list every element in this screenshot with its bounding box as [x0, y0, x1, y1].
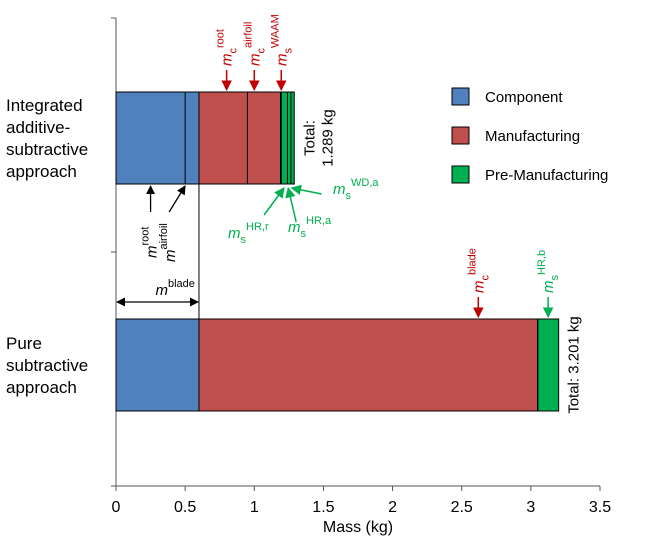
legend-label-premanufacturing: Pre-Manufacturing [485, 167, 608, 184]
x-tick-label: 3 [526, 499, 535, 516]
annotation-sub: c [228, 48, 240, 54]
annotation-top-2: msWAAM [269, 14, 294, 66]
annotation-sup: HR,r [246, 221, 269, 233]
annotation-sup: airfoil [158, 223, 170, 249]
total-label: 1.289 kg [319, 109, 336, 167]
annotation-base: m [470, 281, 487, 294]
category-label-line: Pure [6, 334, 42, 353]
category-label-line: approach [6, 162, 77, 181]
annotation-sup: blade [168, 278, 195, 290]
annotation-base: m [288, 219, 301, 236]
bar-premanufacturing-1 [537, 318, 560, 412]
annotation-sup: HR,a [306, 215, 332, 227]
annotation-sup: root [140, 227, 152, 246]
legend-label-manufacturing: Manufacturing [485, 128, 580, 145]
legend-swatch-manufacturing [451, 126, 470, 145]
annotation-top-4: msHR,b [536, 250, 561, 293]
annotation-base: m [246, 54, 263, 67]
annotation-sub: s [241, 234, 247, 246]
annotation-top-1: mcairfoil [242, 22, 267, 66]
annotation-sup: WD,a [351, 177, 379, 189]
annotation-base: m [162, 250, 179, 263]
annotation-sup: blade [466, 248, 478, 275]
bar-manufacturing-0 [198, 91, 282, 185]
x-axis-title: Mass (kg) [323, 519, 393, 536]
x-tick-label: 3.5 [589, 499, 611, 516]
annotation-base: m [273, 54, 290, 67]
annotation-base: m [228, 225, 241, 242]
annotation-sub: s [346, 190, 352, 202]
annotation-base: m [155, 282, 168, 299]
x-tick-label: 0 [112, 499, 121, 516]
annotation-sub: c [479, 275, 491, 281]
legend-swatch-component [451, 87, 470, 106]
annotation-black-0: mroot [140, 227, 161, 258]
annotation-bottom-0: msHR,r [228, 221, 269, 246]
x-tick-label: 0.5 [174, 499, 196, 516]
category-label-line: Integrated [6, 96, 83, 115]
x-tick-label: 1.5 [312, 499, 334, 516]
x-tick-label: 2.5 [451, 499, 473, 516]
annotation-top-0: mcroot [215, 29, 240, 66]
annotation-sub: s [549, 275, 561, 281]
annotation-sup: airfoil [242, 22, 254, 48]
bar-component-1 [115, 318, 200, 412]
annotation-black-1: mairfoil [158, 223, 179, 262]
category-label-line: subtractive [6, 356, 88, 375]
annotation-arrow-bottom-1 [285, 186, 297, 223]
annotation-sub: c [255, 48, 267, 54]
x-tick-label: 2 [388, 499, 397, 516]
annotation-black-2: mblade [155, 278, 194, 299]
annotation-arrow-bottom-0 [263, 187, 285, 216]
annotation-base: m [219, 54, 236, 67]
bar-manufacturing-1 [198, 318, 539, 412]
annotation-arrow-bottom-2 [290, 184, 322, 196]
annotation-sub: s [282, 48, 294, 54]
annotation-sup: WAAM [269, 14, 281, 48]
annotation-bottom-1: msHR,a [288, 215, 332, 240]
annotation-sub: s [301, 228, 307, 240]
legend-swatch-premanufacturing [451, 165, 470, 184]
category-label-line: approach [6, 378, 77, 397]
annotation-base: m [144, 246, 161, 259]
legend-label-component: Component [485, 89, 563, 106]
annotation-sup: root [215, 29, 227, 48]
annotation-base: m [540, 281, 557, 294]
annotation-arrow-black-1 [168, 185, 186, 213]
annotation-base: m [333, 181, 346, 198]
annotation-top-3: mcblade [466, 248, 491, 293]
x-tick-label: 1 [250, 499, 259, 516]
bar-component-0 [115, 91, 200, 185]
annotation-bottom-2: msWD,a [333, 177, 379, 202]
category-label-line: subtractive [6, 140, 88, 159]
total-label: Total: 3.201 kg [566, 316, 583, 414]
category-label-line: additive- [6, 118, 70, 137]
annotation-sup: HR,b [536, 250, 548, 275]
total-label: Total: [301, 120, 318, 156]
